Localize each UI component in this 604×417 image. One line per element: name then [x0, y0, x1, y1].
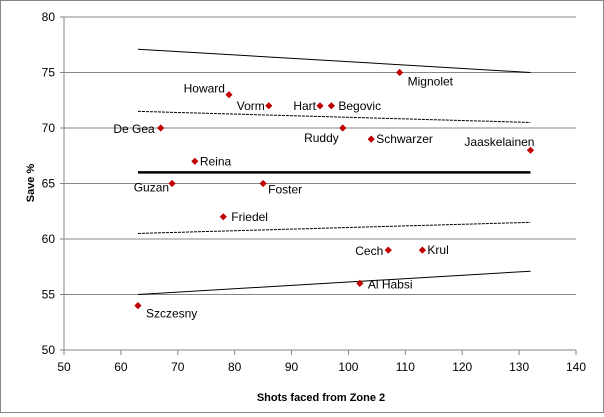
data-point-cech — [384, 246, 392, 254]
x-tick-label-70: 70 — [171, 360, 185, 374]
x-tick-label-60: 60 — [114, 360, 128, 374]
x-tick-label-120: 120 — [452, 360, 472, 374]
y-tick-label-70: 70 — [42, 121, 56, 135]
point-label-reina: Reina — [200, 154, 232, 168]
point-label-al-habsi: Al Habsi — [368, 277, 413, 291]
data-point-guzan — [168, 179, 176, 188]
reference-line-lower-outer — [137, 270, 531, 295]
y-tick-label-55: 55 — [42, 288, 56, 302]
point-label-hart: Hart — [293, 99, 316, 113]
point-label-cech: Cech — [355, 244, 383, 258]
data-point-vorm — [265, 102, 273, 110]
data-point-al-habsi — [356, 279, 364, 287]
x-tick-label-140: 140 — [566, 360, 586, 374]
y-tick-label-75: 75 — [42, 66, 56, 80]
x-tick-label-110: 110 — [396, 360, 415, 374]
point-label-vorm: Vorm — [237, 99, 265, 113]
data-point-schwarzer — [367, 135, 375, 143]
data-point-mignolet — [396, 68, 404, 77]
point-label-jaaskelainen: Jaaskelainen — [464, 135, 534, 149]
point-label-mignolet: Mignolet — [408, 75, 454, 89]
y-tick-label-65: 65 — [42, 177, 56, 191]
reference-line-lower-inner — [137, 221, 531, 234]
point-label-guzan: Guzan — [134, 181, 169, 195]
data-points — [134, 68, 535, 310]
x-tick-label-90: 90 — [285, 360, 299, 374]
point-label-howard: Howard — [184, 82, 225, 96]
point-labels: Mignolet Howard Vorm Hart Begovic De Gea Ruddy… — [113, 75, 534, 321]
data-point-szczesny — [134, 302, 142, 310]
reference-line-upper-inner — [137, 110, 531, 123]
x-tick-label-50: 50 — [57, 360, 71, 374]
y-axis-title: Save % — [25, 164, 37, 203]
point-label-foster: Foster — [268, 183, 302, 197]
data-point-de-gea — [157, 124, 165, 132]
data-point-begovic — [327, 102, 335, 110]
data-point-jaaskelainen — [526, 146, 535, 154]
data-point-reina — [191, 157, 199, 165]
point-label-szczesny: Szczesny — [146, 307, 197, 321]
point-label-schwarzer: Schwarzer — [376, 132, 433, 146]
point-label-krul: Krul — [427, 243, 448, 257]
data-point-ruddy — [339, 124, 347, 132]
point-label-begovic: Begovic — [338, 99, 381, 113]
point-label-ruddy: Ruddy — [304, 131, 339, 145]
point-label-friedel: Friedel — [231, 210, 268, 224]
point-label-de-gea: De Gea — [113, 122, 155, 136]
data-point-foster — [259, 179, 267, 188]
data-point-howard — [225, 91, 233, 99]
y-tick-label-50: 50 — [42, 343, 56, 357]
data-point-friedel — [219, 213, 227, 221]
x-tick-label-80: 80 — [228, 360, 242, 374]
data-point-hart — [316, 102, 324, 110]
reference-lines — [137, 48, 531, 295]
gridlines — [64, 16, 576, 295]
axes: 50 55 60 65 70 75 80 50 60 70 80 90 100 110 120 130 140 — [42, 10, 587, 374]
x-tick-label-130: 130 — [509, 360, 529, 374]
y-tick-label-60: 60 — [42, 232, 56, 246]
data-point-krul — [418, 246, 426, 254]
x-axis-title: Shots faced from Zone 2 — [257, 392, 385, 404]
y-tick-label-80: 80 — [42, 10, 56, 24]
reference-line-upper-outer — [137, 48, 531, 73]
x-tick-label-100: 100 — [338, 360, 358, 374]
